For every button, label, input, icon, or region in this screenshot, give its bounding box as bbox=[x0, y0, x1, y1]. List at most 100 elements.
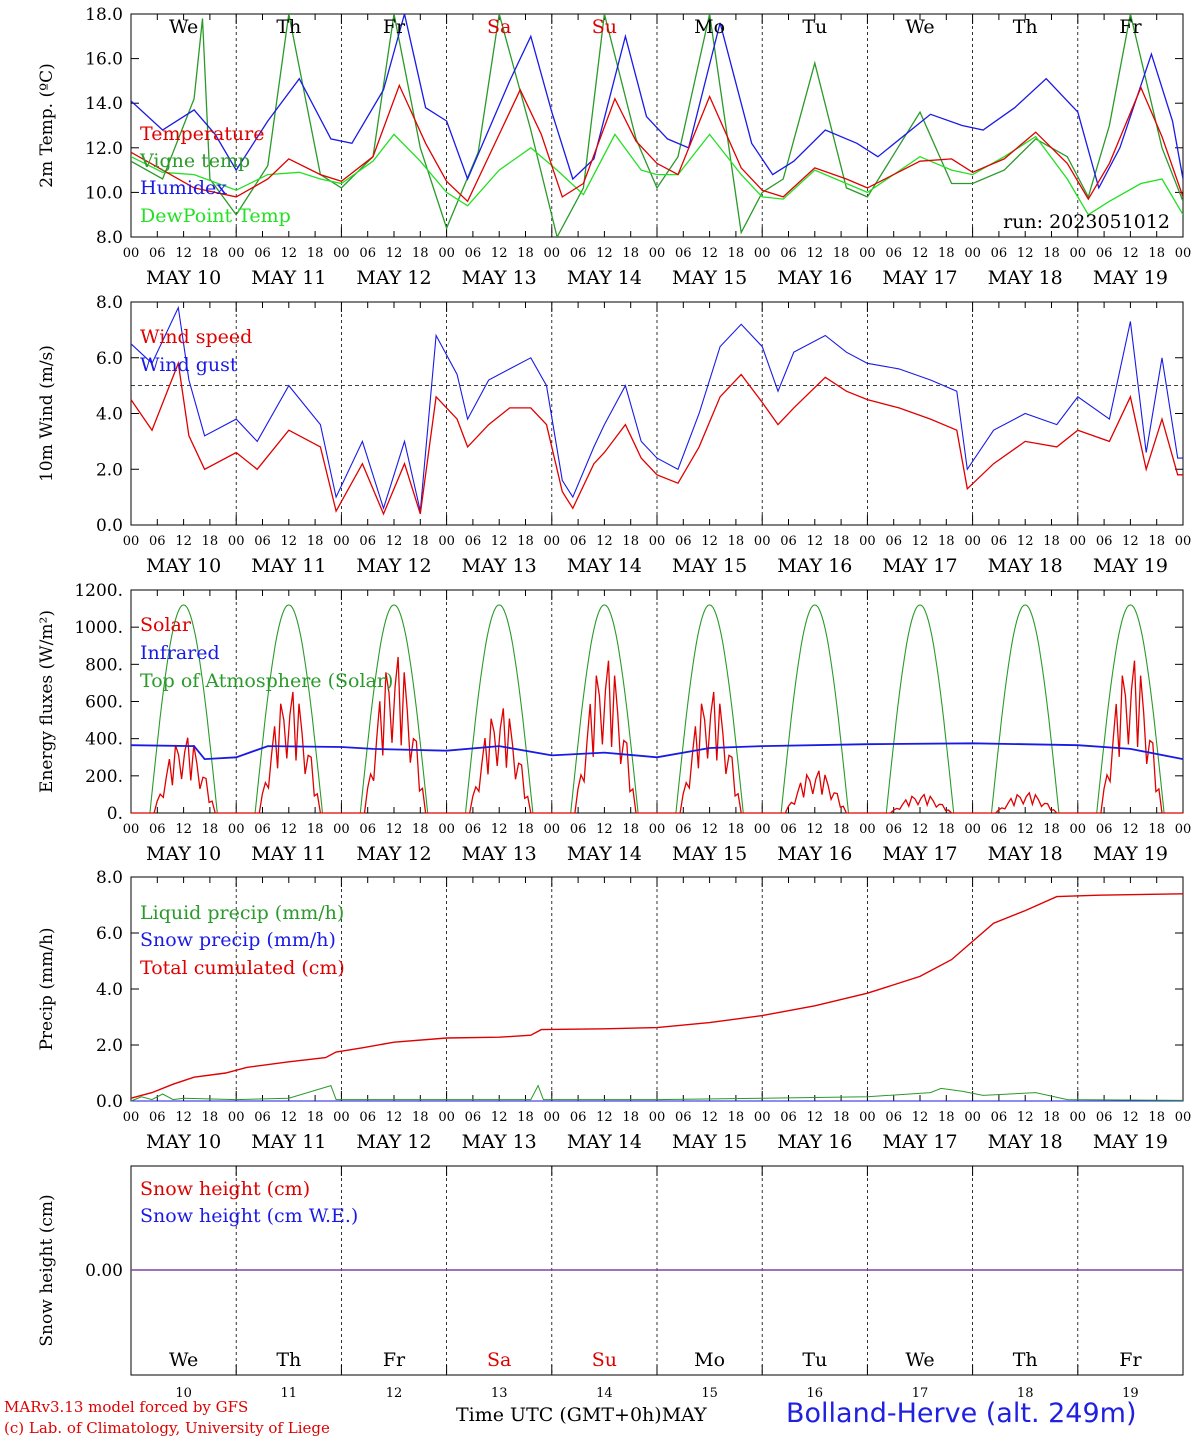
day-number: 16 bbox=[807, 1386, 824, 1401]
hour-tick-label: 18 bbox=[728, 246, 745, 261]
hour-tick-label: 06 bbox=[1096, 822, 1113, 837]
hour-tick-label: 00 bbox=[649, 246, 666, 261]
panel-3-frame: 0. 200. 400. 600. 800. 1000. 1200. Energy fluxe… bbox=[37, 581, 1191, 865]
hour-tick-label: 00 bbox=[438, 822, 455, 837]
weekday-label: Mo bbox=[694, 16, 725, 38]
y-axis-label: 10m Wind (m/s) bbox=[37, 345, 57, 482]
weekday-label: Th bbox=[276, 1349, 301, 1371]
hour-tick-label: 00 bbox=[649, 534, 666, 549]
hour-tick-label: 12 bbox=[175, 246, 192, 261]
hour-tick-label: 06 bbox=[254, 534, 271, 549]
hour-tick-label: 06 bbox=[465, 534, 482, 549]
hour-tick-label: 06 bbox=[675, 534, 692, 549]
hour-tick-label: 12 bbox=[175, 822, 192, 837]
hour-tick-label: 00 bbox=[1070, 534, 1087, 549]
hour-tick-label: 06 bbox=[149, 822, 166, 837]
hour-tick-label: 12 bbox=[912, 246, 929, 261]
hour-tick-label: 18 bbox=[938, 1110, 955, 1125]
hour-tick-label: 06 bbox=[359, 534, 376, 549]
y-tick-label: 0.0 bbox=[96, 1092, 123, 1112]
hour-tick-label: 06 bbox=[149, 1110, 166, 1125]
weekday-label: Mo bbox=[694, 1349, 725, 1371]
lab-credit: (c) Lab. of Climatology, University of L… bbox=[4, 1419, 330, 1437]
hour-tick-label: 18 bbox=[517, 246, 534, 261]
weekday-label: We bbox=[169, 1349, 198, 1371]
hour-tick-label: 00 bbox=[333, 534, 350, 549]
model-credit: MARv3.13 model forced by GFS bbox=[4, 1398, 249, 1416]
date-label: MAY 12 bbox=[356, 267, 431, 289]
hour-tick-label: 18 bbox=[1148, 246, 1165, 261]
date-label: MAY 17 bbox=[882, 843, 957, 865]
weekday-label: Su bbox=[592, 16, 617, 38]
hour-tick-label: 12 bbox=[491, 1110, 508, 1125]
hour-tick-label: 18 bbox=[412, 534, 429, 549]
date-label: MAY 16 bbox=[777, 843, 852, 865]
hour-tick-label: 00 bbox=[544, 1110, 561, 1125]
y-tick-label: 6.0 bbox=[96, 924, 123, 944]
date-label: MAY 19 bbox=[1093, 1131, 1168, 1153]
y-tick-label: 8.0 bbox=[96, 868, 123, 888]
legend-entry: Liquid precip (mm/h) bbox=[140, 902, 344, 924]
weekday-label: We bbox=[905, 16, 934, 38]
date-label: MAY 13 bbox=[462, 843, 537, 865]
hour-tick-label: 12 bbox=[701, 534, 718, 549]
legend-entry: Vigne temp bbox=[139, 150, 250, 172]
hour-tick-label: 12 bbox=[281, 246, 298, 261]
hour-tick-label: 18 bbox=[938, 822, 955, 837]
date-label: MAY 14 bbox=[567, 843, 642, 865]
hour-tick-label: 00 bbox=[859, 822, 876, 837]
series-line-green bbox=[131, 14, 1183, 237]
hour-tick-label: 18 bbox=[1148, 534, 1165, 549]
hour-tick-label: 18 bbox=[938, 246, 955, 261]
hour-tick-label: 00 bbox=[123, 534, 140, 549]
hour-tick-label: 12 bbox=[491, 822, 508, 837]
hour-tick-label: 06 bbox=[780, 534, 797, 549]
legend-entry: Wind speed bbox=[140, 326, 252, 348]
y-tick-label: 16.0 bbox=[85, 50, 123, 70]
hour-tick-label: 18 bbox=[202, 1110, 219, 1125]
hour-tick-label: 12 bbox=[1122, 246, 1139, 261]
y-tick-label: 8.0 bbox=[96, 228, 123, 248]
date-label: MAY 15 bbox=[672, 843, 747, 865]
date-label: MAY 16 bbox=[777, 555, 852, 577]
date-label: MAY 19 bbox=[1093, 843, 1168, 865]
month-label: MAY bbox=[661, 1404, 707, 1426]
weekday-label: Fr bbox=[383, 16, 406, 38]
day-number: 10 bbox=[175, 1386, 192, 1401]
hour-tick-label: 18 bbox=[622, 246, 639, 261]
hour-tick-label: 00 bbox=[964, 1110, 981, 1125]
hour-tick-label: 00 bbox=[1070, 1110, 1087, 1125]
y-tick-label: 0.00 bbox=[85, 1261, 123, 1281]
hour-tick-label: 12 bbox=[1017, 534, 1034, 549]
date-label: MAY 13 bbox=[462, 555, 537, 577]
hour-tick-label: 06 bbox=[885, 822, 902, 837]
hour-tick-label: 12 bbox=[701, 1110, 718, 1125]
date-label: MAY 10 bbox=[146, 843, 221, 865]
hour-tick-label: 18 bbox=[622, 534, 639, 549]
panel-1-frame: 8.0 10.0 12.0 14.0 16.0 18.0 2m Temp. (ºC) We Th… bbox=[37, 5, 1191, 289]
legend-entry: Snow precip (mm/h) bbox=[140, 929, 336, 951]
hour-tick-label: 12 bbox=[175, 534, 192, 549]
day-number: 14 bbox=[596, 1386, 613, 1401]
hour-tick-label: 12 bbox=[386, 1110, 403, 1125]
hour-tick-label: 18 bbox=[412, 822, 429, 837]
hour-tick-label: 18 bbox=[1043, 246, 1060, 261]
date-label: MAY 15 bbox=[672, 1131, 747, 1153]
hour-tick-label: 06 bbox=[885, 1110, 902, 1125]
hour-tick-label: 18 bbox=[1148, 1110, 1165, 1125]
hour-tick-label: 06 bbox=[1096, 246, 1113, 261]
hour-tick-label: 18 bbox=[307, 822, 324, 837]
panel-2-frame: 0.0 2.0 4.0 6.0 8.0 10m Wind (m/s) Wind speed W… bbox=[37, 293, 1191, 577]
hour-tick-label: 18 bbox=[833, 822, 850, 837]
toa-solar-line bbox=[131, 604, 1165, 814]
hour-tick-label: 00 bbox=[964, 822, 981, 837]
hour-tick-label: 06 bbox=[149, 534, 166, 549]
hour-tick-label: 00 bbox=[438, 534, 455, 549]
hour-tick-label: 18 bbox=[833, 1110, 850, 1125]
hour-tick-label: 00 bbox=[1175, 1110, 1192, 1125]
legend-entry: Humidex bbox=[140, 177, 227, 199]
hour-tick-label: 18 bbox=[517, 534, 534, 549]
day-number: 18 bbox=[1017, 1386, 1034, 1401]
hour-tick-label: 06 bbox=[1096, 534, 1113, 549]
hour-tick-label: 00 bbox=[649, 1110, 666, 1125]
